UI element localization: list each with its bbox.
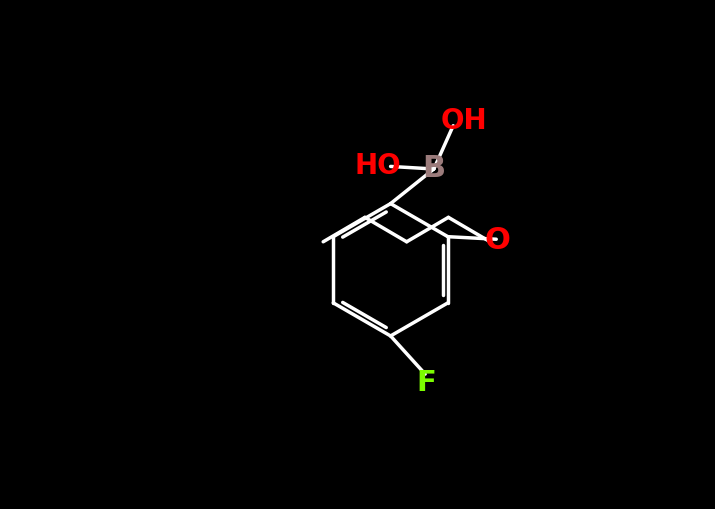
Text: HO: HO <box>354 152 400 180</box>
Text: B: B <box>423 154 445 183</box>
Text: O: O <box>485 226 511 254</box>
Text: F: F <box>417 369 437 398</box>
Text: OH: OH <box>441 106 488 135</box>
